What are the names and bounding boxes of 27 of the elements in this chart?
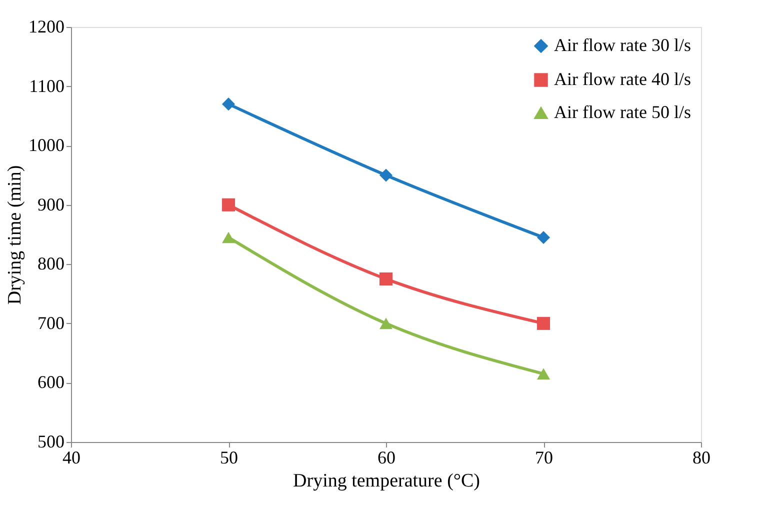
point [222,198,236,212]
x-tick-label: 70 [535,448,553,468]
point [379,272,393,286]
point [222,232,236,244]
y-tick-label: 1000 [28,135,64,156]
y-tick-label: 1100 [29,76,64,96]
y-axis-title: Drying time (min) [4,165,26,305]
point [536,230,550,244]
y-tick-label: 500 [38,432,64,452]
y-tick-label: 600 [38,372,64,392]
y-tick-label: 800 [38,254,64,274]
x-axis-title: Drying temperature (°C) [293,470,480,492]
x-tick-label: 50 [220,448,238,468]
x-tick-label: 80 [692,448,710,468]
point [379,168,393,182]
point [379,318,393,330]
x-tick-label: 40 [62,448,80,468]
legend-label: Air flow rate 40 l/s [554,69,691,89]
point [536,368,550,380]
legend-label: Air flow rate 30 l/s [554,35,691,55]
point [536,316,550,330]
x-tick-label: 60 [378,448,396,468]
point [222,98,236,111]
y-tick-label: 1200 [28,16,64,36]
y-tick-label: 700 [38,312,64,333]
y-tick-label: 900 [38,194,64,214]
legend-label: Air flow rate 50 l/s [554,102,691,122]
